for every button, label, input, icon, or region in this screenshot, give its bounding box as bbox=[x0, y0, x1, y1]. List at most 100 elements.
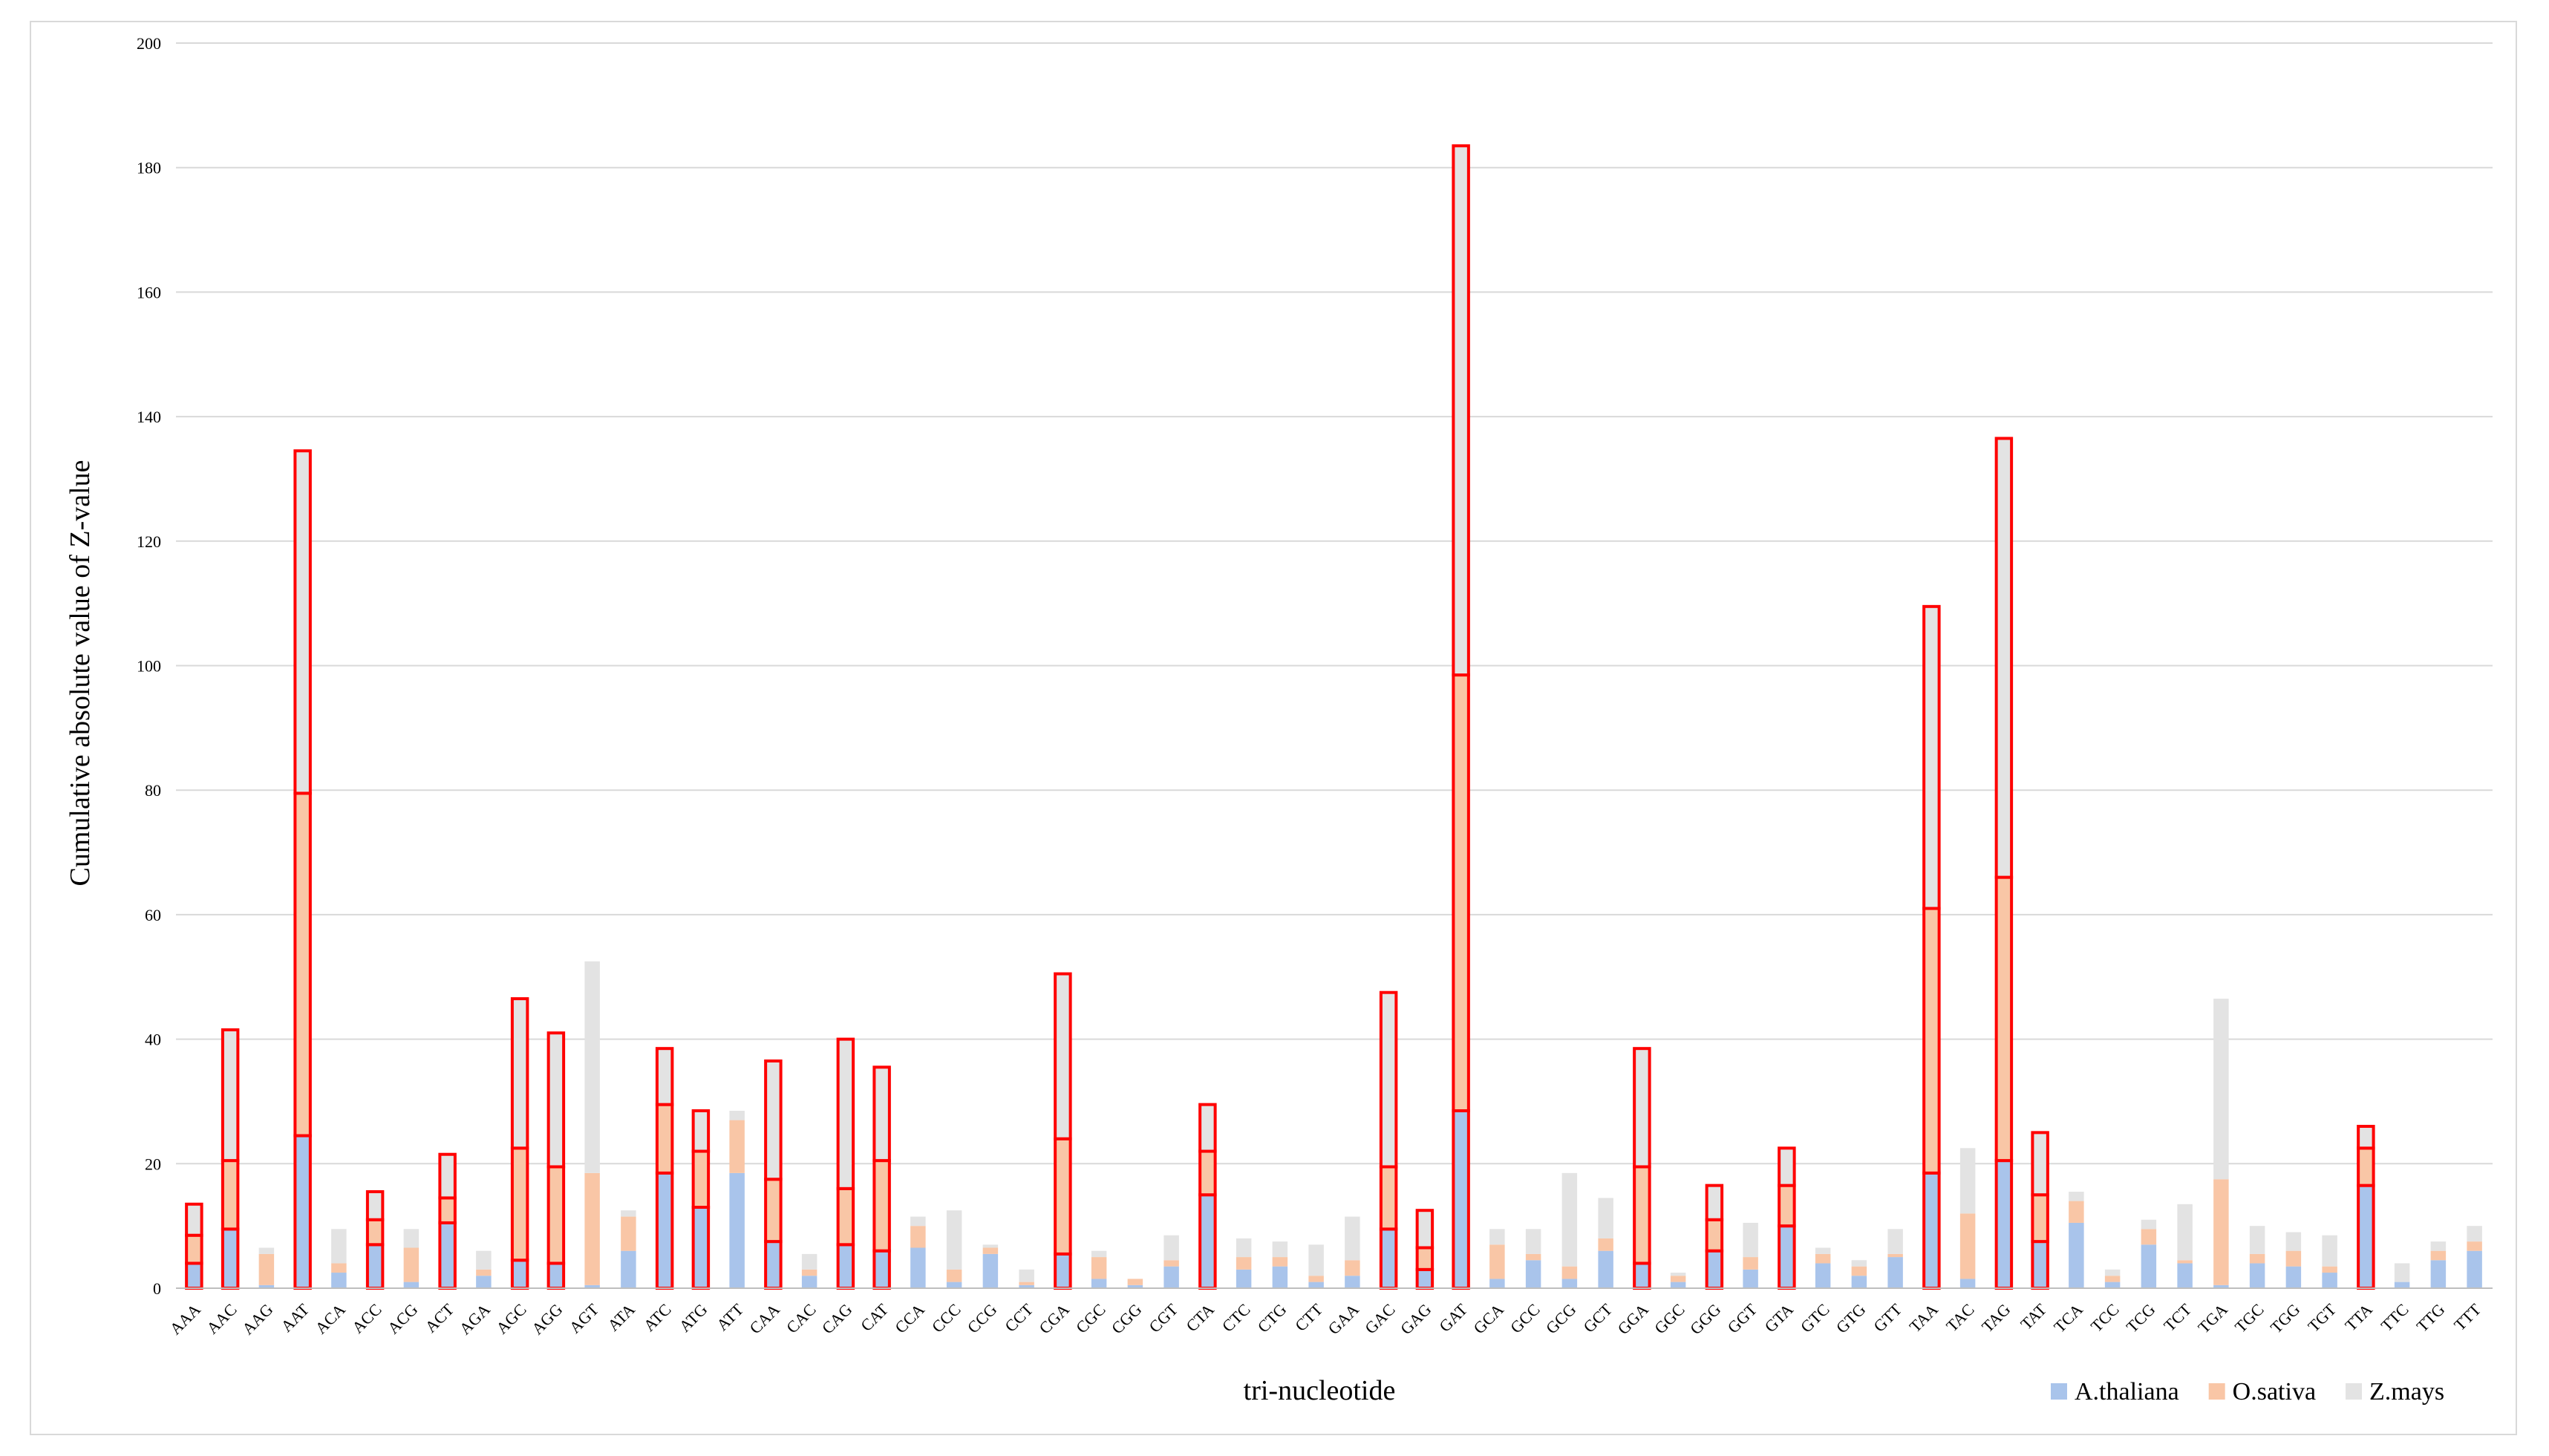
bar-TTT-Z.mays bbox=[2467, 1226, 2482, 1242]
bar-CAA-Z.mays bbox=[764, 1059, 783, 1181]
x-axis-title: tri-nucleotide bbox=[1244, 1375, 1396, 1406]
bar-CGT-Z.mays bbox=[1163, 1235, 1179, 1261]
bar-CTA-O.sativa bbox=[1198, 1149, 1217, 1197]
bar-GAG-A.thaliana bbox=[1415, 1267, 1435, 1290]
bar-GTC-Z.mays bbox=[1815, 1247, 1831, 1254]
bar-GAC-Z.mays bbox=[1379, 990, 1398, 1169]
bar-CTA-Z.mays bbox=[1198, 1103, 1217, 1153]
bar-CGT-O.sativa bbox=[1163, 1260, 1179, 1267]
bar-GAA-Z.mays bbox=[1345, 1216, 1360, 1261]
x-tick-label-GGT: GGT bbox=[1724, 1299, 1761, 1336]
bar-GAA-O.sativa bbox=[1345, 1260, 1360, 1276]
bar-CAT-O.sativa bbox=[872, 1159, 891, 1253]
legend-label-Z.mays: Z.mays bbox=[2369, 1378, 2444, 1406]
bar-GAC-O.sativa bbox=[1379, 1165, 1398, 1231]
bar-ATC-O.sativa bbox=[655, 1103, 674, 1175]
bar-CCA-A.thaliana bbox=[910, 1247, 926, 1288]
bar-GTG-Z.mays bbox=[1851, 1260, 1867, 1267]
bar-CGC-A.thaliana bbox=[1091, 1279, 1107, 1288]
bar-GAC-A.thaliana bbox=[1379, 1227, 1398, 1290]
bar-TGT-O.sativa bbox=[2322, 1266, 2337, 1273]
x-tick-label-GAG: GAG bbox=[1397, 1300, 1435, 1338]
x-tick-label-TGA: TGA bbox=[2194, 1300, 2231, 1337]
bar-GCG-Z.mays bbox=[1561, 1172, 1578, 1267]
bar-AGA-O.sativa bbox=[476, 1269, 492, 1276]
bar-GTA-O.sativa bbox=[1778, 1184, 1796, 1228]
x-tick-label-AAG: AAG bbox=[238, 1300, 276, 1338]
bar-TAG-O.sativa bbox=[1994, 875, 2014, 1163]
bar-CCT-O.sativa bbox=[1019, 1282, 1034, 1285]
bar-AAC-Z.mays bbox=[221, 1028, 240, 1163]
bar-TGC-O.sativa bbox=[2249, 1253, 2265, 1264]
bar-GCA-Z.mays bbox=[1489, 1229, 1505, 1245]
x-tick-label-ACA: ACA bbox=[311, 1300, 349, 1338]
x-tick-label-ACT: ACT bbox=[421, 1299, 457, 1336]
bar-CCA-Z.mays bbox=[910, 1216, 926, 1227]
x-tick-label-TAT: TAT bbox=[2017, 1299, 2050, 1333]
bar-AAT-O.sativa bbox=[293, 791, 312, 1137]
x-tick-label-CTT: CTT bbox=[1291, 1299, 1326, 1334]
x-tick-label-TTT: TTT bbox=[2450, 1299, 2485, 1334]
x-tick-label-AAT: AAT bbox=[277, 1299, 313, 1335]
x-tick-label-GGC: GGC bbox=[1651, 1300, 1688, 1338]
bar-AAA-Z.mays bbox=[185, 1202, 203, 1237]
bar-TGC-Z.mays bbox=[2249, 1226, 2265, 1254]
x-tick-label-TCG: TCG bbox=[2123, 1300, 2159, 1336]
bar-TGA-A.thaliana bbox=[2213, 1284, 2229, 1288]
bar-TAG-A.thaliana bbox=[1994, 1159, 2014, 1290]
x-tick-label-AGC: AGC bbox=[492, 1300, 530, 1338]
bar-AGT-A.thaliana bbox=[584, 1284, 600, 1288]
gridlines bbox=[176, 42, 2493, 1165]
bar-GAT-O.sativa bbox=[1452, 673, 1470, 1113]
x-tick-label-GAC: GAC bbox=[1361, 1300, 1399, 1338]
x-tick-label-TCC: TCC bbox=[2087, 1300, 2123, 1336]
x-tick-label-CGT: CGT bbox=[1145, 1299, 1181, 1336]
bar-CTT-O.sativa bbox=[1308, 1276, 1324, 1282]
bar-TCA-A.thaliana bbox=[2069, 1222, 2084, 1288]
x-tick-label-CAT: CAT bbox=[857, 1299, 892, 1334]
bar-CCT-Z.mays bbox=[1019, 1269, 1034, 1282]
x-tick-label-ATC: ATC bbox=[640, 1300, 675, 1335]
bar-GCT-O.sativa bbox=[1598, 1238, 1613, 1251]
bar-CTG-O.sativa bbox=[1272, 1257, 1288, 1267]
bar-CTA-A.thaliana bbox=[1198, 1193, 1217, 1290]
bar-TGT-Z.mays bbox=[2322, 1235, 2337, 1267]
bar-TGT-A.thaliana bbox=[2322, 1273, 2337, 1288]
bar-ACG-Z.mays bbox=[403, 1229, 420, 1248]
bar-GCC-O.sativa bbox=[1525, 1253, 1541, 1261]
x-tick-label-TTA: TTA bbox=[2341, 1300, 2376, 1335]
bar-TCC-Z.mays bbox=[2104, 1269, 2121, 1276]
bar-TAA-O.sativa bbox=[1922, 907, 1941, 1175]
y-tick-labels: 0 20 40 60 80 100 120 140 160 180 200 bbox=[137, 34, 161, 1298]
x-tick-label-TCA: TCA bbox=[2050, 1300, 2086, 1336]
x-tick-label-AAC: AAC bbox=[203, 1300, 241, 1338]
x-tick-label-TGG: TGG bbox=[2267, 1300, 2304, 1337]
y-tick-label: 140 bbox=[137, 408, 161, 426]
y-tick-label: 120 bbox=[137, 532, 161, 551]
y-tick-label: 180 bbox=[137, 159, 161, 177]
chart-frame: 0 20 40 60 80 100 120 140 160 180 200 AAA AAC AAG AAT… bbox=[30, 21, 2517, 1435]
bar-GGC-O.sativa bbox=[1670, 1276, 1686, 1282]
bar-AAG-Z.mays bbox=[258, 1247, 275, 1254]
bar-TCA-O.sativa bbox=[2069, 1201, 2084, 1223]
bar-TTG-A.thaliana bbox=[2430, 1260, 2447, 1288]
x-tick-label-AAA: AAA bbox=[166, 1300, 204, 1338]
bar-ACC-A.thaliana bbox=[365, 1243, 385, 1290]
bar-TGA-O.sativa bbox=[2213, 1179, 2229, 1285]
x-tick-label-TGT: TGT bbox=[2304, 1299, 2340, 1335]
bars bbox=[185, 144, 2482, 1290]
x-tick-label-GCG: GCG bbox=[1542, 1300, 1580, 1338]
bar-ATC-Z.mays bbox=[655, 1047, 674, 1106]
y-tick-label: 80 bbox=[145, 781, 161, 800]
bar-GGA-Z.mays bbox=[1633, 1047, 1651, 1169]
bar-GCT-Z.mays bbox=[1598, 1198, 1613, 1238]
bar-AAG-A.thaliana bbox=[258, 1284, 275, 1288]
bar-CAT-A.thaliana bbox=[872, 1249, 891, 1290]
bar-ACT-O.sativa bbox=[438, 1196, 457, 1224]
bar-ATA-O.sativa bbox=[621, 1216, 636, 1251]
bar-TTA-A.thaliana bbox=[2357, 1184, 2375, 1290]
bar-GTT-O.sativa bbox=[1887, 1253, 1903, 1258]
bar-AAC-A.thaliana bbox=[221, 1227, 240, 1290]
bar-GAT-A.thaliana bbox=[1452, 1109, 1470, 1290]
